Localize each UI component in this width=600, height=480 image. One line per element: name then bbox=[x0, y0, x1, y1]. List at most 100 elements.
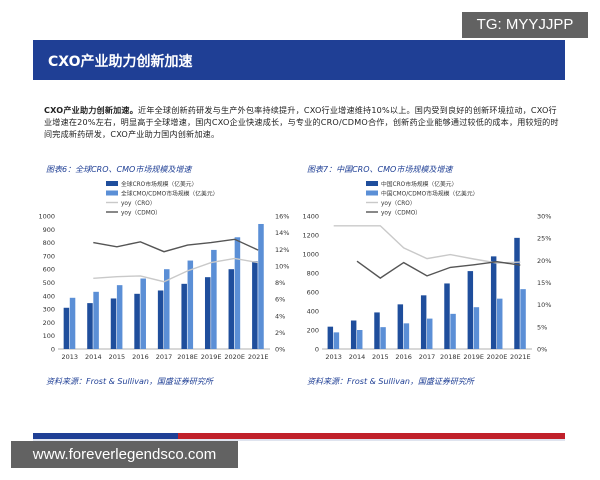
left-axis-tick-label: 500 bbox=[43, 279, 55, 287]
left-axis-tick-label: 200 bbox=[307, 327, 319, 335]
left-axis-tick-label: 1000 bbox=[302, 251, 319, 259]
bar-cmo bbox=[427, 318, 433, 349]
left-axis-tick-label: 700 bbox=[43, 252, 55, 260]
bar-cmo bbox=[164, 269, 170, 349]
bar-cro bbox=[110, 298, 117, 349]
legend-swatch bbox=[106, 190, 118, 196]
url-watermark: www.foreverlegendsco.com bbox=[11, 441, 238, 468]
figure-7-title: 图表7：中国CRO、CMO市场规模及增速 bbox=[307, 165, 453, 174]
legend-entry: 全球CRO市场规模（亿美元） bbox=[121, 180, 197, 188]
x-tick-label: 2016 bbox=[395, 353, 412, 361]
right-axis-tick-label: 0% bbox=[537, 346, 547, 354]
bar-cro bbox=[327, 326, 334, 349]
bar-cro bbox=[350, 320, 357, 349]
line-yoy-cdmo bbox=[93, 238, 259, 253]
summary-lead: CXO产业助力创新加速。 bbox=[44, 105, 139, 115]
left-axis-tick-label: 600 bbox=[307, 289, 319, 297]
summary-paragraph: CXO产业助力创新加速。近年全球创新药研发与生产外包率持续提升，CXO行业增速维… bbox=[44, 104, 559, 141]
x-tick-label: 2013 bbox=[62, 353, 79, 361]
x-tick-label: 2015 bbox=[109, 353, 126, 361]
bar-cmo bbox=[187, 260, 194, 349]
x-tick-label: 2016 bbox=[132, 353, 149, 361]
right-axis-tick-label: 0% bbox=[275, 346, 285, 354]
legend-swatch bbox=[366, 181, 378, 186]
right-axis-tick-label: 10% bbox=[537, 301, 551, 309]
bar-cmo bbox=[520, 289, 526, 349]
right-axis-tick-label: 20% bbox=[537, 257, 551, 265]
bar-cro bbox=[420, 295, 427, 349]
bar-cmo bbox=[69, 297, 76, 349]
bar-cro bbox=[444, 283, 450, 349]
x-tick-label: 2018E bbox=[440, 353, 461, 361]
bar-cmo bbox=[258, 223, 264, 349]
left-axis-tick-label: 800 bbox=[43, 239, 55, 247]
footer-bar-light bbox=[33, 439, 565, 441]
line-yoy-cdmo bbox=[356, 260, 521, 279]
right-axis-tick-label: 14% bbox=[275, 229, 289, 237]
legend-swatch bbox=[106, 181, 118, 186]
left-axis-tick-label: 300 bbox=[43, 306, 55, 314]
figure-7-source: 资料来源：Frost & Sullivan，国盛证券研究所 bbox=[307, 377, 474, 386]
bar-cmo bbox=[450, 313, 456, 349]
bar-cro bbox=[204, 277, 211, 349]
left-axis-tick-label: 900 bbox=[43, 226, 55, 234]
left-axis-tick-label: 200 bbox=[43, 319, 55, 327]
bar-cmo bbox=[211, 249, 217, 349]
legend-entry: 中国CRO市场规模（亿美元） bbox=[381, 180, 457, 188]
right-axis-tick-label: 16% bbox=[275, 213, 289, 221]
bar-cro bbox=[252, 261, 258, 349]
bar-cro bbox=[467, 271, 474, 349]
legend-entry: yoy（CDMO） bbox=[121, 210, 161, 217]
x-tick-label: 2019E bbox=[463, 353, 484, 361]
header-band bbox=[33, 40, 565, 80]
x-tick-label: 2013 bbox=[325, 353, 342, 361]
left-axis-tick-label: 600 bbox=[43, 266, 55, 274]
left-axis-tick-label: 800 bbox=[307, 270, 319, 278]
legend-entry: 全球CMO/CDMO市场规模（亿美元） bbox=[121, 190, 218, 198]
x-tick-label: 2020E bbox=[224, 353, 245, 361]
legend-entry: yoy（CDMO） bbox=[381, 210, 421, 217]
x-tick-label: 2014 bbox=[85, 353, 102, 361]
x-tick-label: 2021E bbox=[510, 353, 531, 361]
slide-title: CXO产业助力创新加速 bbox=[48, 54, 193, 70]
right-axis-tick-label: 15% bbox=[537, 279, 551, 287]
bar-cmo bbox=[473, 307, 480, 349]
right-axis-tick-label: 5% bbox=[537, 323, 547, 331]
x-tick-label: 2017 bbox=[156, 353, 173, 361]
x-tick-label: 2021E bbox=[248, 353, 269, 361]
left-axis-tick-label: 400 bbox=[307, 308, 319, 316]
bar-cro bbox=[181, 283, 187, 349]
right-axis-tick-label: 8% bbox=[275, 279, 285, 287]
right-axis-tick-label: 4% bbox=[275, 312, 285, 320]
figure-6-source: 资料来源：Frost & Sullivan，国盛证券研究所 bbox=[46, 377, 213, 386]
legend-entry: 中国CMO/CDMO市场规模（亿美元） bbox=[381, 190, 478, 198]
bar-cro bbox=[228, 269, 235, 349]
figure-6-title: 图表6：全球CRO、CMO市场规模及增速 bbox=[46, 165, 192, 174]
bar-cmo bbox=[403, 323, 410, 349]
bar-cro bbox=[490, 256, 497, 349]
x-tick-label: 2018E bbox=[177, 353, 198, 361]
bar-cmo bbox=[497, 298, 503, 349]
right-axis-tick-label: 2% bbox=[275, 329, 285, 337]
legend-entry: yoy（CRO） bbox=[381, 200, 416, 207]
left-axis-tick-label: 0 bbox=[315, 346, 319, 354]
right-axis-tick-label: 6% bbox=[275, 296, 285, 304]
bar-cmo bbox=[93, 291, 99, 349]
bar-cmo bbox=[116, 285, 123, 349]
footer-bar-red bbox=[178, 433, 565, 439]
summary-body: 近年全球创新药研发与生产外包率持续提升，CXO行业增速维持10%以上。国内受到良… bbox=[44, 105, 559, 140]
line-yoy-cro bbox=[93, 257, 259, 283]
bar-cmo bbox=[380, 327, 386, 349]
bar-cmo bbox=[333, 332, 340, 349]
bar-cro bbox=[157, 290, 164, 349]
right-axis-tick-label: 30% bbox=[537, 213, 551, 221]
tg-watermark: TG: MYYJJPP bbox=[462, 12, 588, 38]
right-axis-tick-label: 12% bbox=[275, 246, 289, 254]
left-axis-tick-label: 1400 bbox=[302, 213, 319, 221]
legend-swatch bbox=[366, 190, 378, 196]
bar-cro bbox=[374, 312, 380, 349]
x-tick-label: 2017 bbox=[419, 353, 436, 361]
left-axis-tick-label: 400 bbox=[43, 292, 55, 300]
x-tick-label: 2019E bbox=[201, 353, 222, 361]
x-tick-label: 2014 bbox=[349, 353, 366, 361]
